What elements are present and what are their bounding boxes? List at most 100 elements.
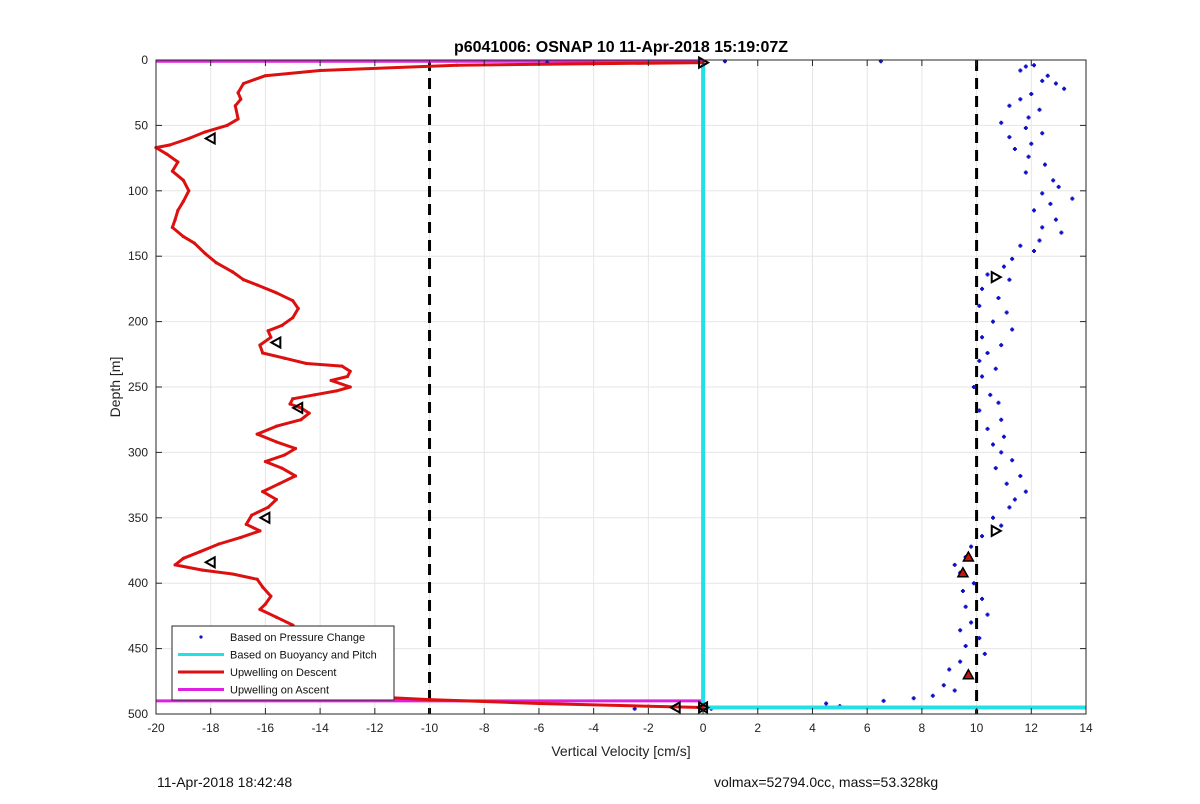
x-tick-label: -4 xyxy=(588,721,599,735)
pressure-point xyxy=(1051,178,1056,183)
x-tick-label: 0 xyxy=(700,721,707,735)
pressure-point xyxy=(985,426,990,431)
pressure-point xyxy=(958,628,963,633)
pressure-point xyxy=(985,612,990,617)
y-tick-label: 100 xyxy=(128,184,148,198)
left-triangle-marker xyxy=(291,401,304,415)
descent-point xyxy=(274,497,278,502)
y-axis-label: Depth [m] xyxy=(107,357,123,418)
descent-point xyxy=(293,474,298,478)
pressure-point xyxy=(947,667,952,672)
pressure-point xyxy=(1007,135,1012,140)
pressure-point xyxy=(999,417,1004,422)
descent-point xyxy=(280,466,284,470)
pressure-point xyxy=(1018,473,1023,478)
pressure-point xyxy=(980,534,985,539)
pressure-point xyxy=(980,596,985,601)
x-tick-label: -6 xyxy=(534,721,545,735)
descent-point xyxy=(236,91,240,95)
y-tick-label: 200 xyxy=(128,315,148,329)
pressure-point xyxy=(1004,481,1009,486)
descent-point xyxy=(455,63,459,67)
pressure-point xyxy=(1037,238,1042,243)
reference-lines xyxy=(428,60,979,714)
descent-point xyxy=(701,705,705,710)
pressure-point xyxy=(977,358,982,363)
legend: Based on Pressure Change Based on Buoyanc… xyxy=(171,625,395,701)
descent-point xyxy=(296,306,300,311)
pressure-point xyxy=(999,523,1004,528)
descent-point xyxy=(198,550,202,554)
pressure-point xyxy=(1040,191,1045,196)
pressure-point xyxy=(952,688,957,693)
descent-point xyxy=(291,299,295,303)
pressure-point xyxy=(1023,64,1028,69)
descent-point xyxy=(214,261,218,265)
descent-point xyxy=(261,585,265,589)
pressure-point xyxy=(996,296,1001,301)
descent-point xyxy=(173,563,177,567)
descent-point xyxy=(217,542,221,546)
x-tick-label: -2 xyxy=(643,721,654,735)
descent-point xyxy=(266,329,270,333)
left-triangle-marker xyxy=(258,511,271,525)
pressure-point xyxy=(881,698,886,703)
descent-point xyxy=(192,241,196,245)
pressure-point xyxy=(977,636,982,641)
y-tick-label: 400 xyxy=(128,576,148,590)
descent-point xyxy=(236,117,240,121)
descent-point xyxy=(269,594,273,598)
descent-point xyxy=(274,291,278,295)
y-tick-label: 500 xyxy=(128,707,148,721)
x-tick-label: -16 xyxy=(257,721,275,735)
x-tick-label: 2 xyxy=(754,721,761,735)
pressure-point xyxy=(1062,86,1067,91)
descent-point xyxy=(288,402,292,406)
pressure-point xyxy=(980,286,985,291)
pressure-point xyxy=(1018,243,1023,248)
x-tick-label: -18 xyxy=(202,721,220,735)
left-triangle-marker xyxy=(269,335,282,350)
pressure-point xyxy=(969,544,974,549)
y-tick-label: 350 xyxy=(128,511,148,525)
descent-point xyxy=(348,385,352,389)
descent-point xyxy=(241,278,246,282)
pressure-point xyxy=(1053,217,1058,222)
pressure-point xyxy=(632,706,637,711)
pressure-point xyxy=(999,120,1004,125)
pressure-point xyxy=(993,366,998,371)
y-tick-label: 300 xyxy=(128,445,148,459)
descent-point xyxy=(263,602,268,606)
descent-point xyxy=(329,378,333,383)
descent-point xyxy=(345,374,350,379)
pressure-point xyxy=(985,272,990,277)
y-tick-label: 0 xyxy=(141,53,148,67)
pressure-point xyxy=(1040,78,1045,83)
pressure-point xyxy=(1045,73,1050,78)
x-tick-label: -14 xyxy=(311,721,329,735)
pressure-point xyxy=(980,374,985,379)
descent-point xyxy=(307,411,311,415)
descent-point xyxy=(250,513,254,517)
descent-point xyxy=(427,698,432,702)
pressure-point xyxy=(1037,107,1042,112)
pressure-point xyxy=(930,693,935,698)
pressure-point xyxy=(1001,434,1006,439)
pressure-point xyxy=(991,515,995,520)
pressure-point xyxy=(1023,170,1028,175)
descent-point xyxy=(277,482,281,486)
descent-point xyxy=(291,316,295,320)
pressure-point xyxy=(996,400,1001,405)
descent-point xyxy=(263,74,268,78)
descent-point xyxy=(255,432,259,436)
pressure-point xyxy=(963,643,968,648)
pressure-point xyxy=(1032,63,1037,68)
legend-entry: Upwelling on Ascent xyxy=(230,685,329,697)
pressure-point xyxy=(960,589,965,594)
right-triangle-marker xyxy=(990,270,1003,284)
pressure-point xyxy=(1026,154,1031,159)
right-triangle-marker xyxy=(990,524,1003,538)
descent-point xyxy=(176,208,180,213)
descent-point xyxy=(537,701,541,706)
pressure-point xyxy=(999,450,1004,455)
